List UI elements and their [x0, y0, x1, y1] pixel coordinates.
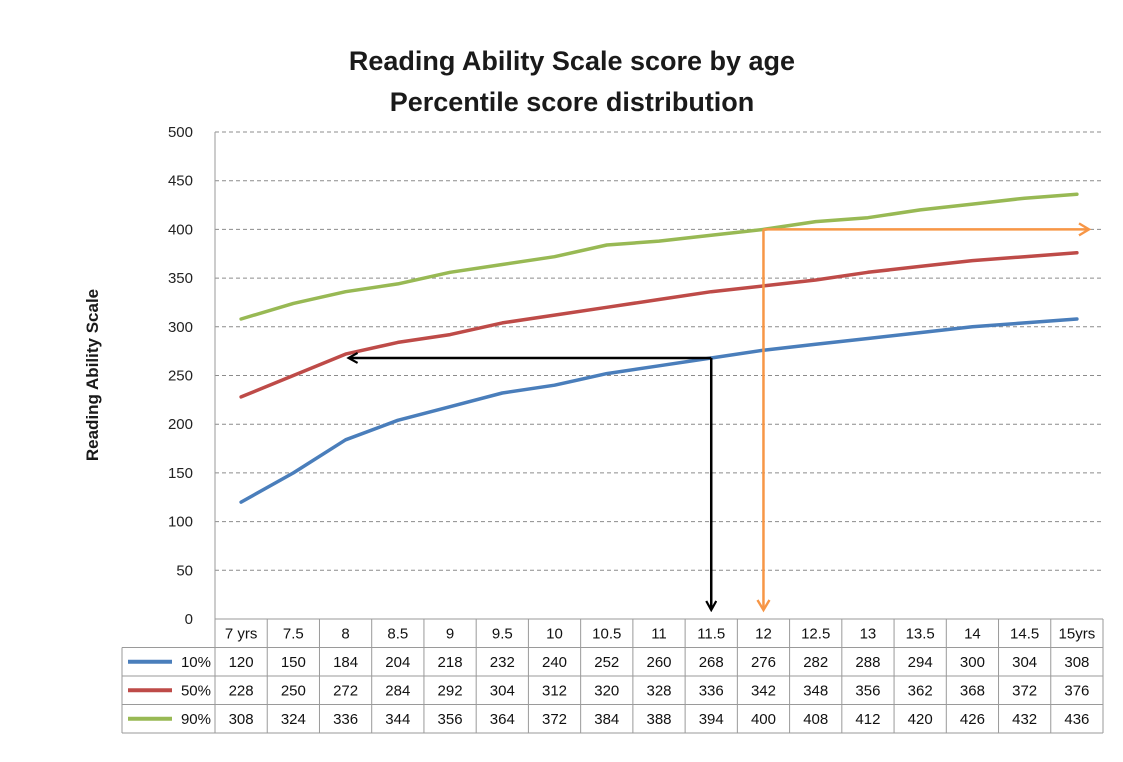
table-cell-value: 320 — [594, 682, 619, 699]
table-cell-value: 308 — [229, 711, 254, 728]
data-table: 7 yrs 7.5 8 8.5 9 9.5 10 10.5 11 11.5 12 12.5 13 13.5… — [121, 132, 1104, 734]
category-label: 7.5 — [283, 625, 304, 642]
table-cell-value: 394 — [699, 711, 724, 728]
table-cell-value: 260 — [646, 654, 671, 671]
category-label: 11.5 — [697, 625, 725, 642]
ytick-label: 150 — [168, 465, 193, 482]
legend-label: 10% — [181, 654, 211, 671]
category-label: 11 — [651, 625, 667, 642]
ytick-label: 0 — [185, 611, 193, 628]
table-cell-value: 300 — [960, 654, 985, 671]
ytick-label: 500 — [168, 124, 193, 141]
table-cell-value: 364 — [490, 711, 515, 728]
table-cell-value: 336 — [333, 711, 358, 728]
table-cell-value: 292 — [438, 682, 463, 699]
table-cell-value: 336 — [699, 682, 724, 699]
table-cell-value: 282 — [803, 654, 828, 671]
table-cell-value: 304 — [1012, 654, 1037, 671]
table-cell-value: 218 — [438, 654, 463, 671]
table-cell-value: 304 — [490, 682, 515, 699]
category-label: 15yrs — [1059, 625, 1096, 642]
series-lines — [239, 192, 1079, 504]
category-label: 13.5 — [906, 625, 935, 642]
category-label: 8 — [341, 625, 349, 642]
category-label: 9 — [446, 625, 454, 642]
table-cell-value: 250 — [281, 682, 306, 699]
series-line — [239, 192, 1079, 321]
table-cell-value: 120 — [229, 654, 254, 671]
ytick-label: 450 — [168, 173, 193, 190]
legend-label: 90% — [181, 711, 211, 728]
category-label: 12 — [755, 625, 772, 642]
table-cell-value: 412 — [855, 711, 880, 728]
table-cell-value: 362 — [908, 682, 933, 699]
table-cell-value: 232 — [490, 654, 515, 671]
table-cell-value: 348 — [803, 682, 828, 699]
ytick-label: 300 — [168, 319, 193, 336]
table-cell-value: 240 — [542, 654, 567, 671]
chart-title: Reading Ability Scale score by age — [349, 46, 795, 76]
table-cell-value: 400 — [751, 711, 776, 728]
ytick-label: 250 — [168, 368, 193, 385]
series-line — [239, 251, 1079, 399]
table-cell-value: 268 — [699, 654, 724, 671]
table-cell-value: 372 — [1012, 682, 1037, 699]
table-cell-value: 426 — [960, 711, 985, 728]
category-label: 9.5 — [492, 625, 513, 642]
category-label: 14.5 — [1010, 625, 1039, 642]
table-cell-value: 324 — [281, 711, 306, 728]
table-cell-value: 356 — [855, 682, 880, 699]
table-cell-value: 384 — [594, 711, 619, 728]
table-cell-value: 436 — [1064, 711, 1089, 728]
annotation-arrows — [350, 229, 1088, 609]
table-cell-value: 150 — [281, 654, 306, 671]
table-cell-value: 312 — [542, 682, 567, 699]
table-cell-value: 184 — [333, 654, 358, 671]
table-cell-value: 204 — [385, 654, 410, 671]
category-label: 12.5 — [801, 625, 830, 642]
table-cell-value: 420 — [908, 711, 933, 728]
gridlines — [215, 131, 1103, 571]
table-cell-value: 342 — [751, 682, 776, 699]
table-cell-value: 388 — [646, 711, 671, 728]
ytick-label: 350 — [168, 270, 193, 287]
series-line — [239, 317, 1079, 504]
ytick-label: 400 — [168, 221, 193, 238]
table-cell-value: 408 — [803, 711, 828, 728]
y-axis-ticks: 0 50 100 150 200 250 300 350 400 450 500 — [168, 124, 193, 628]
category-label: 10 — [546, 625, 563, 642]
category-label: 7 yrs — [225, 625, 258, 642]
table-cell-value: 308 — [1064, 654, 1089, 671]
category-label: 13 — [860, 625, 877, 642]
table-cell-value: 368 — [960, 682, 985, 699]
table-cell-value: 276 — [751, 654, 776, 671]
table-cell-value: 272 — [333, 682, 358, 699]
table-cell-value: 288 — [855, 654, 880, 671]
chart-subtitle: Percentile score distribution — [390, 87, 755, 117]
table-cell-value: 376 — [1064, 682, 1089, 699]
table-cell-value: 372 — [542, 711, 567, 728]
ytick-label: 100 — [168, 514, 193, 531]
table-cell-value: 228 — [229, 682, 254, 699]
table-cell-value: 344 — [385, 711, 410, 728]
table-cell-value: 328 — [646, 682, 671, 699]
category-label: 10.5 — [592, 625, 621, 642]
table-cell-value: 252 — [594, 654, 619, 671]
ytick-label: 50 — [176, 562, 193, 579]
category-label: 14 — [964, 625, 981, 642]
legend-label: 50% — [181, 682, 211, 699]
table-cell-value: 284 — [385, 682, 410, 699]
category-label: 8.5 — [387, 625, 408, 642]
table-cell-value: 432 — [1012, 711, 1037, 728]
table-cell-value: 356 — [438, 711, 463, 728]
y-axis-label: Reading Ability Scale — [83, 289, 102, 461]
table-cell-value: 294 — [908, 654, 933, 671]
ytick-label: 200 — [168, 416, 193, 433]
